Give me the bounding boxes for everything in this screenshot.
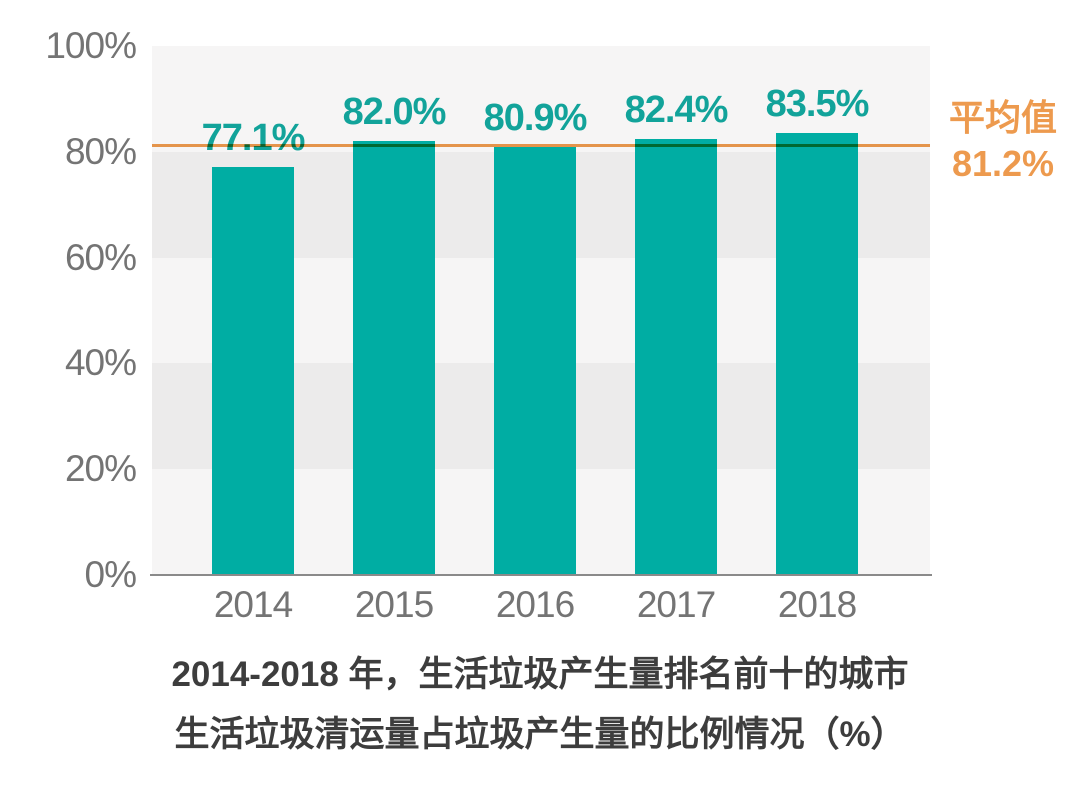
y-axis-tick-label: 60% [64,236,137,278]
bar-value-label: 82.0% [342,91,447,134]
y-axis-tick-label: 20% [64,448,137,490]
bar [635,139,717,575]
chart-title-line-1: 2014-2018 年，生活垃圾产生量排名前十的城市 [171,655,909,694]
bar-value-label: 82.4% [624,89,729,132]
x-axis-line [150,574,932,576]
bar-value-label: 80.9% [483,97,588,140]
y-axis-tick-label: 40% [64,342,137,384]
bar-value-label: 77.1% [201,117,306,160]
bar [212,167,294,575]
x-axis-tick-label: 2018 [777,584,857,625]
y-axis-tick-label: 100% [45,25,137,66]
bar [776,133,858,575]
x-axis-tick-label: 2017 [636,584,716,625]
average-annotation: 平均值 81.2% [936,95,1070,187]
bar [353,141,435,575]
bar-value-label: 83.5% [765,83,870,126]
x-axis-tick-label: 2014 [213,584,293,625]
bar [494,147,576,575]
y-axis-tick-label: 80% [64,130,137,172]
average-value-label: 81.2% [951,143,1055,185]
y-axis-tick-label: 0% [84,554,137,595]
average-name-label: 平均值 [948,97,1057,139]
x-axis-tick-label: 2016 [495,584,575,625]
average-line [152,143,930,147]
x-axis-tick-label: 2015 [354,584,434,625]
chart-title-line-2: 生活垃圾清运量占垃圾产生量的比例情况（%） [174,715,906,754]
